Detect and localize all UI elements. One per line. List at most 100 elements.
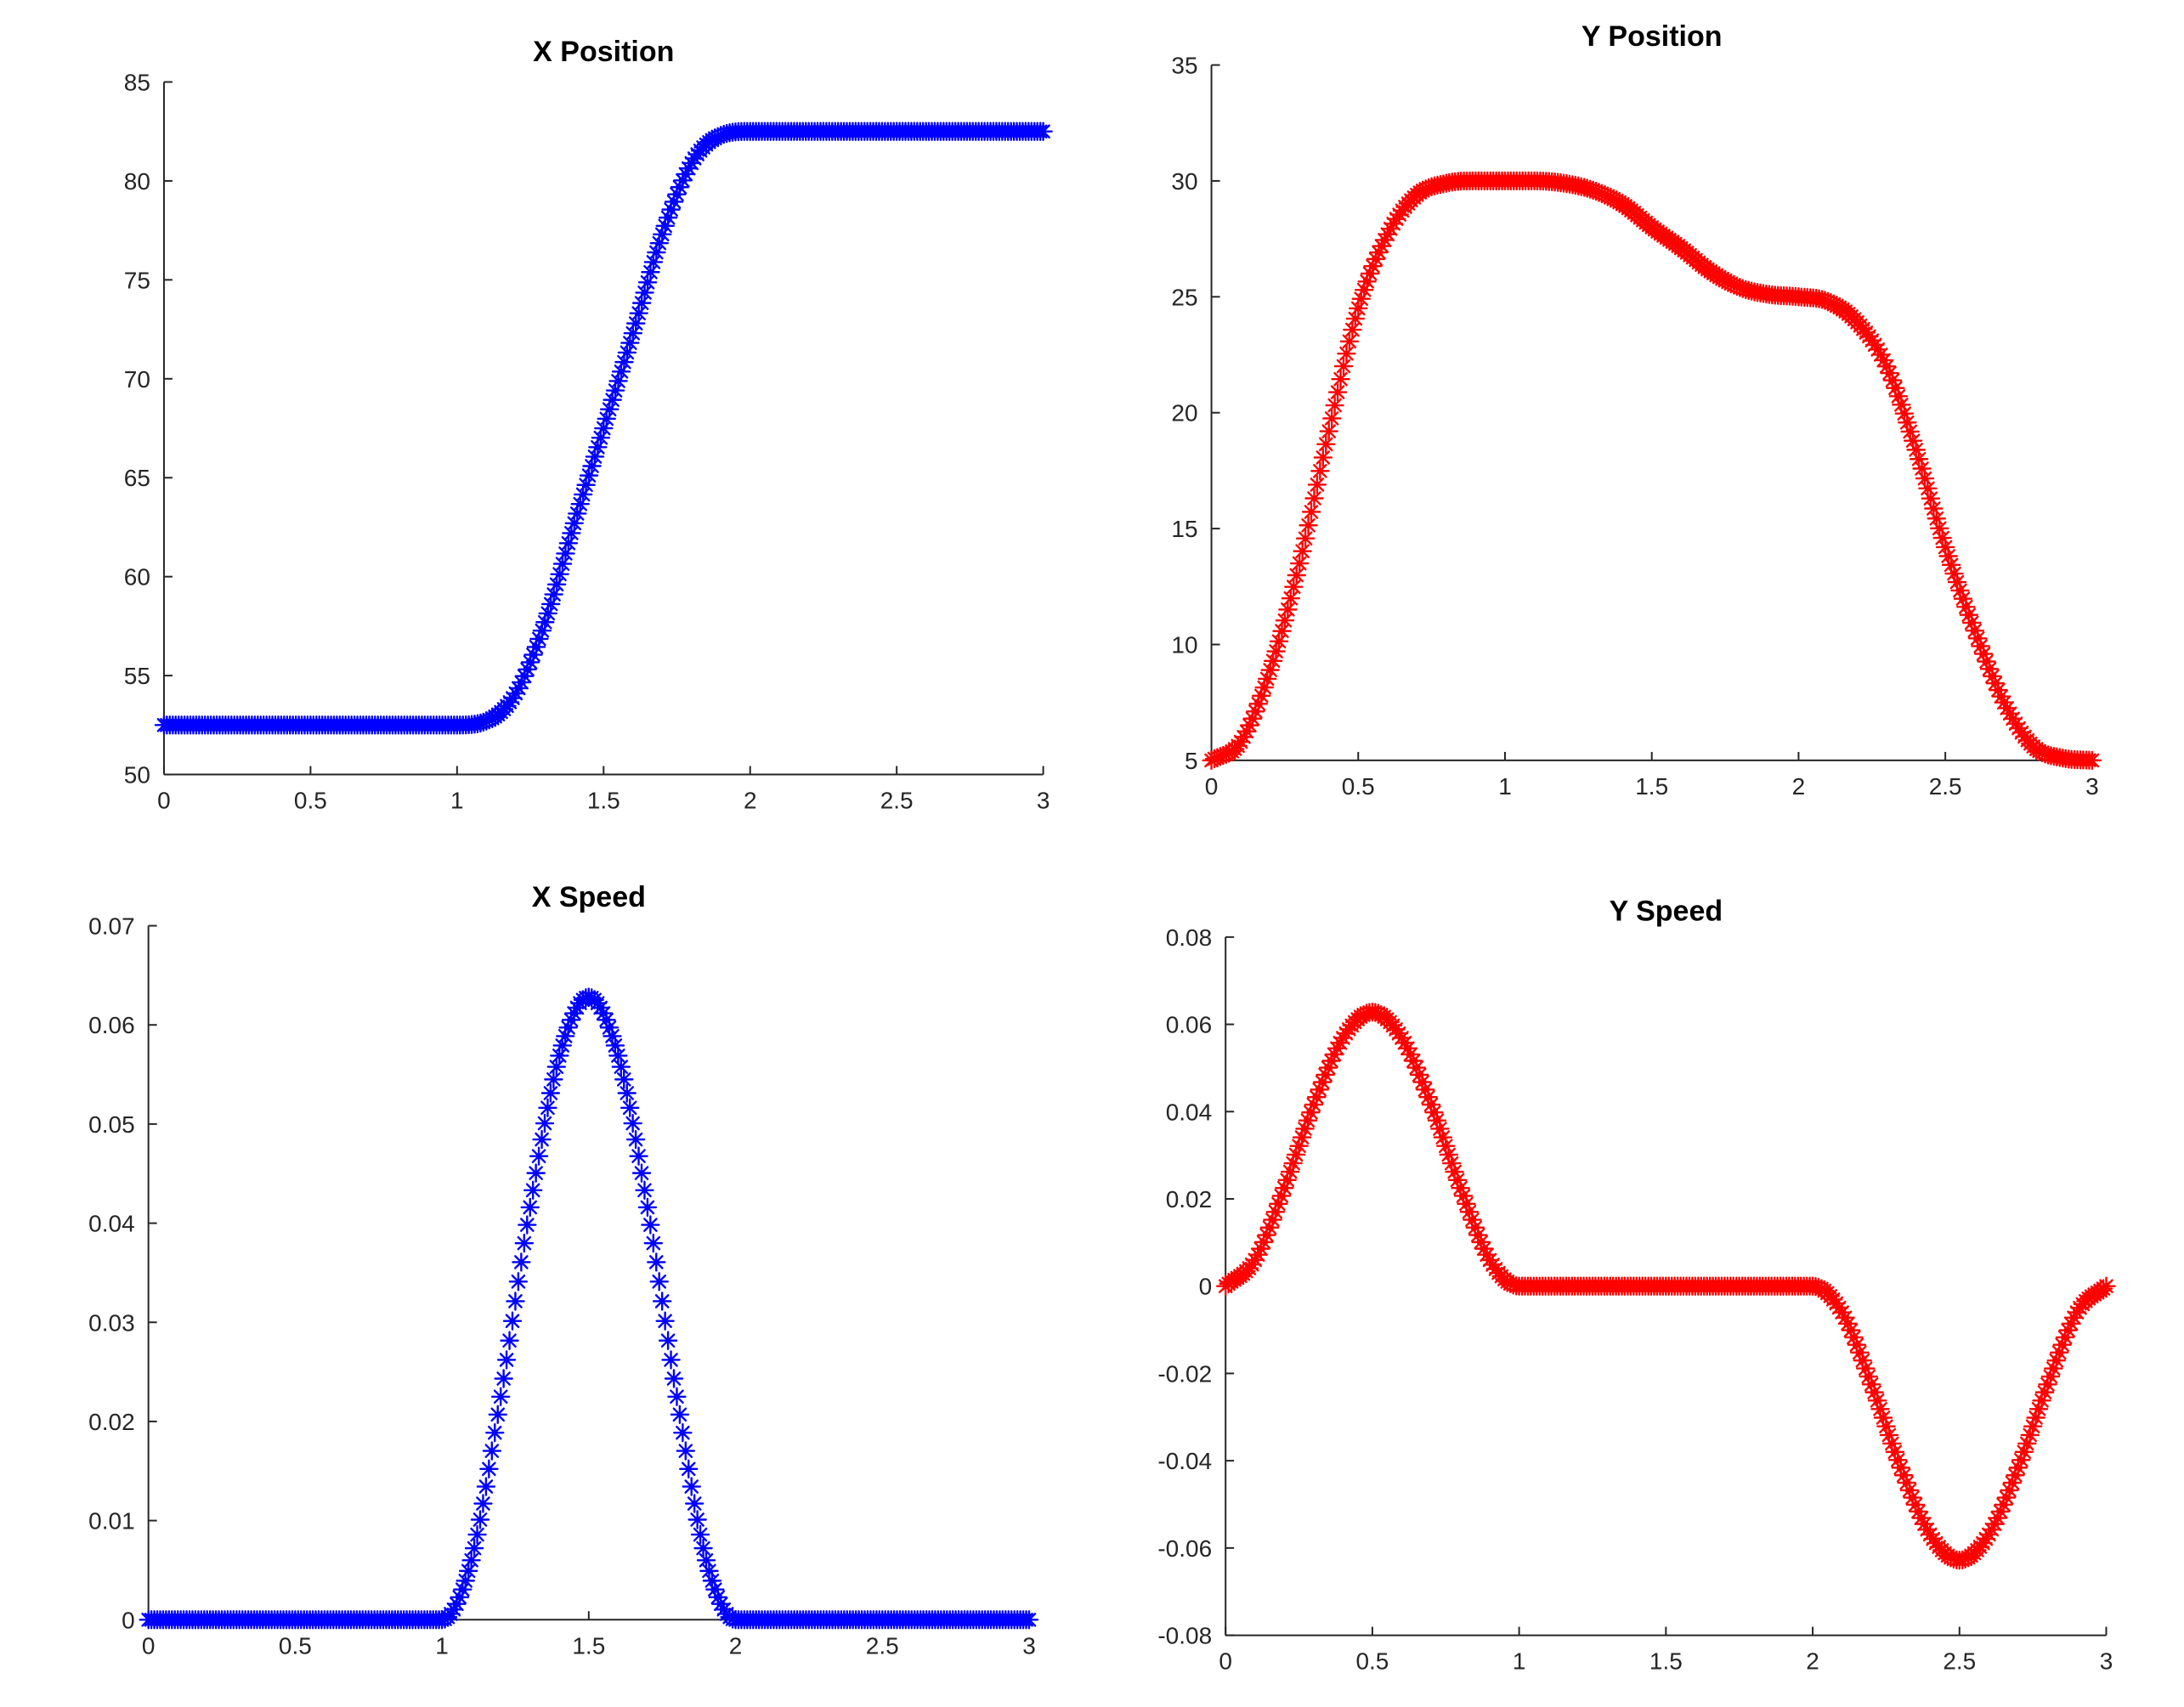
data-point <box>1988 1508 2007 1528</box>
y-tick-label: 0.03 <box>88 1309 135 1336</box>
data-point <box>2003 709 2023 729</box>
data-point <box>488 1405 507 1424</box>
data-point <box>1867 1391 1887 1410</box>
data-point <box>518 659 537 679</box>
x-tick-label: 0.5 <box>294 788 327 814</box>
data-point <box>1451 1178 1470 1198</box>
data-point <box>682 1477 701 1496</box>
data-point <box>550 564 569 584</box>
data-point <box>2006 1466 2025 1485</box>
data-point <box>1994 1495 2013 1515</box>
data-point <box>520 1197 540 1218</box>
data-point <box>2096 1276 2116 1296</box>
data-point <box>1345 308 1366 329</box>
y-tick-label: 0.08 <box>1166 924 1213 951</box>
series-markers <box>1215 1002 2116 1570</box>
data-point <box>1260 660 1280 680</box>
series-markers <box>154 122 1053 735</box>
data-point <box>1427 1111 1447 1130</box>
data-point <box>512 1252 531 1272</box>
data-point <box>1286 1145 1306 1165</box>
data-point <box>1897 1472 1916 1493</box>
data-point <box>1204 749 1225 769</box>
data-point <box>591 427 611 448</box>
y-tick-label: 0.04 <box>1166 1099 1213 1125</box>
data-point <box>641 1215 660 1235</box>
data-point <box>1903 1488 1922 1507</box>
data-point <box>617 342 637 363</box>
data-point <box>1595 185 1615 205</box>
data-point <box>2000 1480 2019 1501</box>
data-point <box>544 1070 563 1089</box>
data-point <box>1366 249 1386 269</box>
data-point <box>1257 1225 1276 1245</box>
data-point <box>1383 214 1403 234</box>
data-point <box>1465 1218 1485 1237</box>
data-point <box>1956 597 1976 617</box>
data-point <box>1033 122 1053 141</box>
data-point <box>1395 1033 1415 1053</box>
y-tick-label: 75 <box>124 267 150 293</box>
data-point <box>1985 1514 2005 1534</box>
data-point <box>1292 1128 1312 1147</box>
data-point <box>1915 1514 1934 1534</box>
data-point <box>1321 1051 1341 1071</box>
data-point <box>455 1571 475 1591</box>
data-point <box>655 216 675 236</box>
x-tick-label: 0.5 <box>1342 773 1375 800</box>
data-point <box>1368 1003 1389 1023</box>
data-point <box>597 1010 616 1030</box>
data-point <box>1242 1254 1262 1275</box>
data-point <box>1248 694 1269 714</box>
y-tick-label: 0.05 <box>88 1111 135 1138</box>
data-point <box>605 1036 625 1055</box>
x-tick-label: 2 <box>1806 1648 1819 1675</box>
data-point <box>1844 1327 1864 1348</box>
data-point <box>649 1272 669 1292</box>
y-tick-label: 80 <box>124 168 150 195</box>
data-point <box>682 153 701 173</box>
data-point <box>538 1098 557 1117</box>
data-point <box>661 200 681 219</box>
data-point <box>670 178 690 197</box>
data-point <box>2028 1399 2049 1419</box>
data-point <box>1821 293 1841 313</box>
y-tick-label: 0.06 <box>88 1012 135 1038</box>
y-tick-label: -0.04 <box>1157 1448 1212 1474</box>
data-point <box>1293 541 1312 561</box>
data-point <box>1865 335 1885 354</box>
data-point <box>568 504 587 523</box>
data-point <box>1304 1094 1324 1115</box>
data-point <box>1911 1508 1932 1528</box>
y-tick-label: 30 <box>1171 168 1197 195</box>
data-point <box>546 1057 567 1077</box>
data-point <box>1349 298 1368 319</box>
data-point <box>1906 440 1926 460</box>
data-point <box>1982 1519 2001 1540</box>
data-point <box>2011 1450 2031 1470</box>
data-point <box>1870 345 1891 365</box>
data-point <box>635 1180 654 1200</box>
data-point <box>523 645 543 664</box>
data-point <box>1392 1028 1412 1048</box>
data-point <box>708 127 727 147</box>
data-point <box>1856 1359 1876 1378</box>
data-point <box>2040 1366 2061 1387</box>
data-point <box>2032 1391 2051 1410</box>
data-point <box>1375 230 1395 250</box>
data-point <box>564 1003 584 1023</box>
data-point <box>1971 636 1990 656</box>
data-point <box>2026 1408 2045 1427</box>
data-point <box>1864 1382 1884 1402</box>
data-point <box>1307 475 1327 495</box>
data-point <box>1874 350 1893 370</box>
data-point <box>1598 186 1618 206</box>
data-point <box>1832 1303 1852 1322</box>
data-point <box>1234 727 1253 747</box>
data-point <box>1253 1232 1274 1252</box>
data-point <box>655 1311 675 1331</box>
data-point <box>667 184 687 204</box>
data-point <box>558 1018 578 1037</box>
data-point <box>1301 502 1321 522</box>
